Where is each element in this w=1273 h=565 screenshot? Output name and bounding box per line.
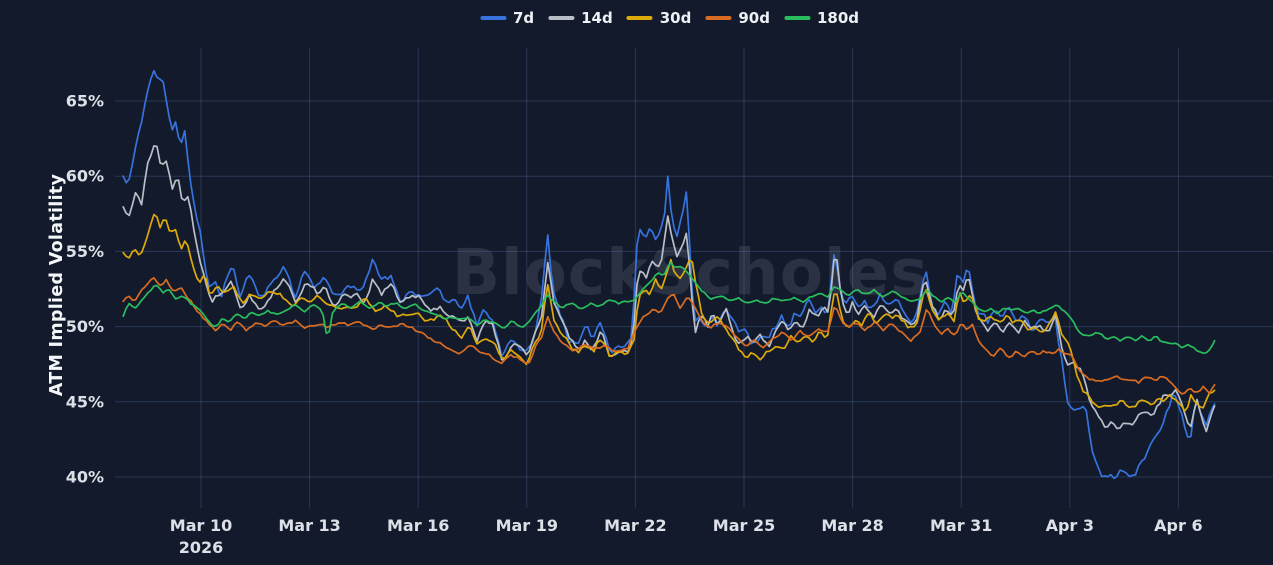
- series-line-30d: [122, 213, 1216, 412]
- x-tick-label: Apr 3: [1046, 516, 1094, 535]
- x-tick-label: Mar 13: [278, 516, 340, 535]
- y-tick-label: 50%: [66, 317, 104, 336]
- series-line-7d: [122, 69, 1216, 480]
- x-tick-label: Apr 6: [1154, 516, 1202, 535]
- y-tick-label: 40%: [66, 468, 104, 487]
- x-tick-label: Mar 10: [170, 516, 232, 535]
- legend-item-30d[interactable]: 30d: [626, 9, 692, 27]
- x-tick-label: Mar 28: [821, 516, 883, 535]
- legend-label-30d: 30d: [659, 9, 692, 27]
- legend-swatch-7d: [479, 16, 506, 20]
- y-tick-label: 45%: [66, 392, 104, 411]
- legend-item-180d[interactable]: 180d: [784, 9, 859, 27]
- legend-swatch-14d: [548, 16, 575, 20]
- series-line-14d: [122, 145, 1216, 433]
- series-line-180d: [122, 261, 1216, 355]
- legend-swatch-90d: [705, 16, 732, 20]
- series-lines: [122, 69, 1216, 480]
- legend-item-7d[interactable]: 7d: [479, 9, 535, 27]
- legend-label-14d: 14d: [581, 9, 613, 27]
- legend: 7d 14d 30d 90d 180d: [479, 9, 859, 27]
- axis-labels: 40% 45% 50% 55% 60% 65% Mar 10 2026 Mar 13 Mar 16…: [66, 92, 1203, 558]
- legend-item-90d[interactable]: 90d: [705, 9, 770, 27]
- legend-swatch-30d: [626, 16, 653, 20]
- legend-swatch-180d: [784, 16, 810, 20]
- x-tick-label: Mar 16: [387, 516, 449, 535]
- x-tick-label: Mar 31: [930, 516, 992, 535]
- y-tick-label: 55%: [66, 242, 104, 261]
- legend-label-7d: 7d: [512, 9, 535, 27]
- x-tick-label: Mar 22: [604, 516, 666, 535]
- legend-label-90d: 90d: [738, 9, 770, 27]
- y-tick-label: 65%: [66, 92, 104, 111]
- x-tick-sublabel: 2026: [179, 538, 224, 557]
- legend-item-14d[interactable]: 14d: [548, 9, 613, 27]
- series-line-90d: [122, 277, 1216, 395]
- legend-label-180d: 180d: [817, 9, 860, 27]
- x-tick-label: Mar 19: [496, 516, 558, 535]
- x-tick-label: Mar 25: [713, 516, 775, 535]
- y-tick-label: 60%: [66, 167, 104, 186]
